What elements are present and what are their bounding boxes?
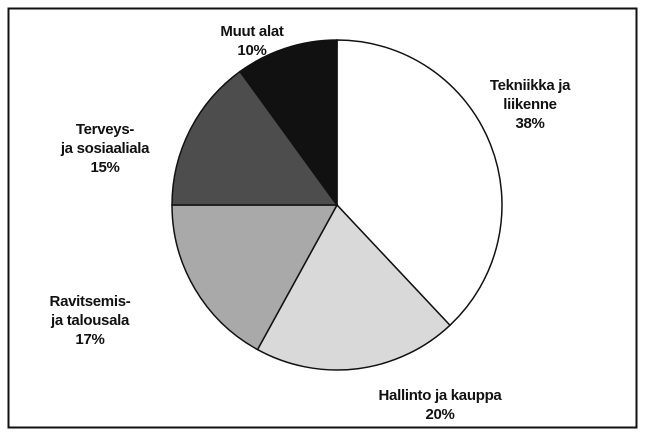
- pie-slice: [171, 70, 339, 206]
- pie-slice: [336, 39, 503, 327]
- category-label: Tekniikka ja liikenne: [489, 77, 571, 113]
- category-label: Ravitsemis- ja talousala: [49, 293, 131, 329]
- value-label: 20%: [425, 406, 455, 423]
- category-label: Hallinto ja kauppa: [378, 387, 502, 404]
- slice-label: Hallinto ja kauppa 20%: [379, 386, 502, 424]
- pie-slice: [238, 39, 338, 208]
- value-label: 10%: [237, 42, 267, 59]
- value-label: 15%: [90, 159, 120, 176]
- value-label: 38%: [515, 115, 545, 132]
- category-label: Terveys- ja sosiaaliala: [60, 121, 150, 157]
- frame: [7, 7, 638, 429]
- category-label: Muut alat: [220, 23, 284, 40]
- slice-label: Tekniikka ja liikenne 38%: [473, 76, 588, 133]
- slice-label: Terveys- ja sosiaaliala 15%: [60, 120, 150, 177]
- pie-slice: [256, 203, 452, 371]
- value-label: 17%: [75, 331, 105, 348]
- pie-slice: [171, 204, 339, 351]
- slice-label: Muut alat 10%: [220, 22, 283, 60]
- slice-label: Ravitsemis- ja talousala 17%: [50, 292, 131, 349]
